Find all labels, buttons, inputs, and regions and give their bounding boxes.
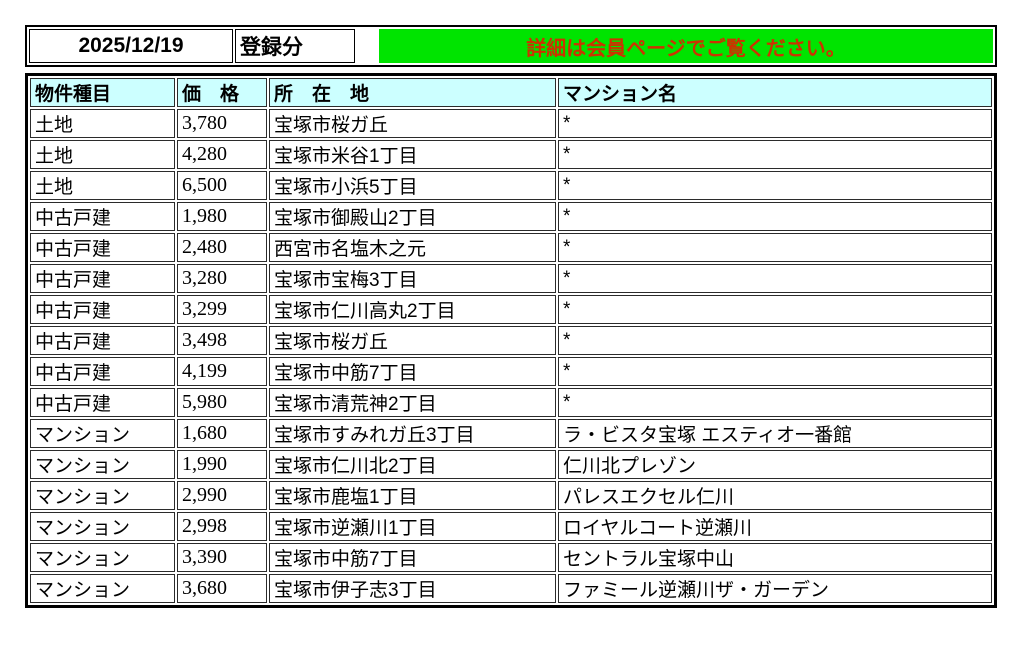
table-row: 中古戸建 4,199 宝塚市中筋7丁目 * [30,357,992,386]
column-header-property-type: 物件種目 [30,78,175,107]
cell-property-type: マンション [30,481,175,510]
registration-label: 登録分 [235,29,355,63]
cell-price: 3,498 [177,326,267,355]
cell-location: 宝塚市仁川高丸2丁目 [269,295,556,324]
cell-price: 1,980 [177,202,267,231]
cell-location: 宝塚市米谷1丁目 [269,140,556,169]
cell-property-type: 中古戸建 [30,264,175,293]
table-row: マンション 2,998 宝塚市逆瀬川1丁目 ロイヤルコート逆瀬川 [30,512,992,541]
cell-location: 宝塚市逆瀬川1丁目 [269,512,556,541]
cell-property-type: マンション [30,543,175,572]
table-row: 中古戸建 2,480 西宮市名塩木之元 * [30,233,992,262]
table-row: マンション 3,680 宝塚市伊子志3丁目 ファミール逆瀬川ザ・ガーデン [30,574,992,603]
table-row: 土地 3,780 宝塚市桜ガ丘 * [30,109,992,138]
cell-location: 宝塚市すみれガ丘3丁目 [269,419,556,448]
cell-location: 宝塚市御殿山2丁目 [269,202,556,231]
cell-property-type: 土地 [30,171,175,200]
cell-location: 宝塚市仁川北2丁目 [269,450,556,479]
table-header-row: 物件種目 価 格 所 在 地 マンション名 [30,78,992,107]
table-row: マンション 2,990 宝塚市鹿塩1丁目 パレスエクセル仁川 [30,481,992,510]
cell-mansion-name: * [558,171,992,200]
cell-mansion-name: * [558,109,992,138]
cell-mansion-name: 仁川北プレゾン [558,450,992,479]
top-spacer [355,29,379,63]
cell-mansion-name: * [558,140,992,169]
cell-price: 3,280 [177,264,267,293]
cell-property-type: マンション [30,450,175,479]
column-header-mansion-name: マンション名 [558,78,992,107]
top-header-bar: 2025/12/19 登録分 詳細は会員ページでご覧ください。 [25,25,997,67]
cell-mansion-name: * [558,233,992,262]
cell-mansion-name: * [558,357,992,386]
registration-date: 2025/12/19 [29,29,233,63]
cell-property-type: 中古戸建 [30,233,175,262]
table-row: マンション 3,390 宝塚市中筋7丁目 セントラル宝塚中山 [30,543,992,572]
cell-property-type: 中古戸建 [30,357,175,386]
cell-mansion-name: ファミール逆瀬川ザ・ガーデン [558,574,992,603]
cell-property-type: 中古戸建 [30,202,175,231]
cell-price: 3,780 [177,109,267,138]
table-row: 土地 4,280 宝塚市米谷1丁目 * [30,140,992,169]
cell-mansion-name: * [558,326,992,355]
cell-location: 宝塚市伊子志3丁目 [269,574,556,603]
cell-price: 2,998 [177,512,267,541]
cell-price: 2,480 [177,233,267,262]
cell-price: 6,500 [177,171,267,200]
table-row: 中古戸建 1,980 宝塚市御殿山2丁目 * [30,202,992,231]
cell-price: 1,990 [177,450,267,479]
property-listing-table: 物件種目 価 格 所 在 地 マンション名 土地 3,780 宝塚市桜ガ丘 * 土地 4,… [25,73,997,608]
cell-price: 2,990 [177,481,267,510]
cell-price: 4,199 [177,357,267,386]
table-row: マンション 1,680 宝塚市すみれガ丘3丁目 ラ・ビスタ宝塚 エスティオ一番館 [30,419,992,448]
cell-mansion-name: * [558,202,992,231]
table-row: 土地 6,500 宝塚市小浜5丁目 * [30,171,992,200]
cell-property-type: マンション [30,574,175,603]
cell-property-type: マンション [30,419,175,448]
cell-property-type: 中古戸建 [30,295,175,324]
table-row: 中古戸建 3,498 宝塚市桜ガ丘 * [30,326,992,355]
cell-price: 1,680 [177,419,267,448]
member-page-banner: 詳細は会員ページでご覧ください。 [379,29,993,63]
column-header-location: 所 在 地 [269,78,556,107]
cell-price: 3,680 [177,574,267,603]
cell-price: 3,299 [177,295,267,324]
cell-property-type: 土地 [30,109,175,138]
cell-location: 宝塚市中筋7丁目 [269,357,556,386]
cell-price: 4,280 [177,140,267,169]
cell-mansion-name: セントラル宝塚中山 [558,543,992,572]
table-row: 中古戸建 3,299 宝塚市仁川高丸2丁目 * [30,295,992,324]
cell-property-type: 中古戸建 [30,326,175,355]
cell-location: 宝塚市鹿塩1丁目 [269,481,556,510]
cell-price: 3,390 [177,543,267,572]
cell-mansion-name: * [558,264,992,293]
cell-location: 宝塚市小浜5丁目 [269,171,556,200]
cell-location: 宝塚市桜ガ丘 [269,109,556,138]
cell-price: 5,980 [177,388,267,417]
table-row: 中古戸建 3,280 宝塚市宝梅3丁目 * [30,264,992,293]
cell-property-type: マンション [30,512,175,541]
cell-location: 宝塚市宝梅3丁目 [269,264,556,293]
cell-property-type: 中古戸建 [30,388,175,417]
column-header-price: 価 格 [177,78,267,107]
cell-mansion-name: * [558,295,992,324]
cell-mansion-name: ラ・ビスタ宝塚 エスティオ一番館 [558,419,992,448]
table-row: マンション 1,990 宝塚市仁川北2丁目 仁川北プレゾン [30,450,992,479]
cell-property-type: 土地 [30,140,175,169]
cell-mansion-name: * [558,388,992,417]
cell-mansion-name: ロイヤルコート逆瀬川 [558,512,992,541]
cell-location: 宝塚市清荒神2丁目 [269,388,556,417]
table-row: 中古戸建 5,980 宝塚市清荒神2丁目 * [30,388,992,417]
cell-location: 宝塚市中筋7丁目 [269,543,556,572]
cell-location: 西宮市名塩木之元 [269,233,556,262]
cell-location: 宝塚市桜ガ丘 [269,326,556,355]
cell-mansion-name: パレスエクセル仁川 [558,481,992,510]
